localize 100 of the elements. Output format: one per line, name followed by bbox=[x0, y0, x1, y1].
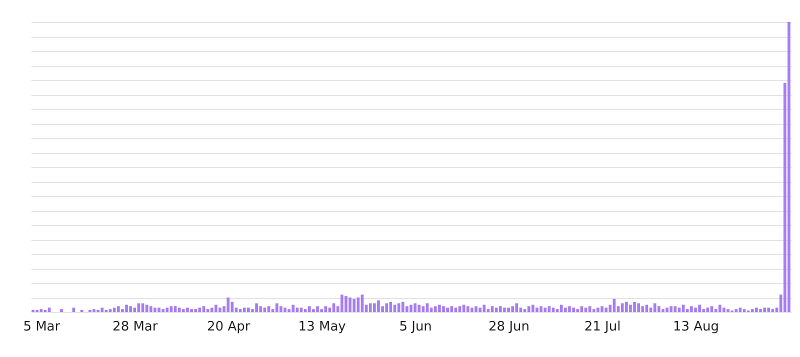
bar bbox=[206, 309, 210, 312]
bar bbox=[116, 306, 120, 312]
bar bbox=[158, 308, 160, 312]
bar bbox=[742, 309, 746, 312]
bar bbox=[670, 306, 673, 312]
bar bbox=[600, 306, 604, 312]
bar bbox=[544, 308, 547, 312]
bar bbox=[633, 302, 636, 312]
bar bbox=[162, 309, 165, 312]
bar bbox=[100, 308, 104, 312]
x-tick-label: 20 Apr bbox=[207, 320, 251, 334]
bar bbox=[226, 298, 230, 312]
bar bbox=[434, 306, 437, 312]
bar bbox=[763, 308, 766, 312]
bar bbox=[470, 308, 474, 312]
bar bbox=[40, 309, 43, 312]
bar bbox=[186, 308, 189, 312]
bar bbox=[340, 294, 344, 312]
bar bbox=[125, 304, 128, 312]
bar bbox=[356, 298, 360, 312]
bar bbox=[686, 309, 689, 312]
bar bbox=[190, 309, 193, 312]
bar bbox=[194, 309, 198, 312]
bar bbox=[738, 308, 742, 312]
bar bbox=[300, 308, 303, 312]
bar bbox=[430, 308, 433, 312]
bar bbox=[247, 308, 250, 312]
bar bbox=[584, 308, 588, 312]
x-tick-label: 21 Jul bbox=[584, 320, 621, 334]
bar bbox=[767, 308, 770, 312]
bar bbox=[210, 308, 214, 312]
bar bbox=[218, 308, 222, 312]
bar bbox=[401, 302, 404, 312]
bar bbox=[560, 304, 563, 312]
bar bbox=[280, 306, 282, 312]
bar bbox=[694, 308, 697, 312]
bar bbox=[454, 308, 458, 312]
bar bbox=[462, 304, 466, 312]
bar bbox=[604, 308, 608, 312]
bar bbox=[458, 306, 462, 312]
x-tick-label: 28 Mar bbox=[112, 320, 158, 334]
bar bbox=[108, 309, 112, 312]
bar bbox=[182, 309, 185, 312]
bar bbox=[536, 308, 538, 312]
bar bbox=[348, 298, 352, 312]
bar bbox=[145, 304, 148, 312]
bar bbox=[442, 306, 445, 312]
bar bbox=[552, 308, 555, 312]
x-tick-label: 13 May bbox=[298, 320, 346, 334]
bar bbox=[328, 308, 332, 312]
bar bbox=[788, 22, 790, 312]
x-tick-label: 5 Mar bbox=[23, 320, 61, 334]
x-tick-label: 5 Jun bbox=[399, 320, 432, 334]
bar bbox=[624, 302, 628, 312]
bar bbox=[385, 303, 388, 312]
x-tick-label: 13 Aug bbox=[672, 320, 720, 334]
bar bbox=[410, 304, 412, 312]
bar bbox=[734, 309, 738, 312]
bar bbox=[568, 306, 571, 312]
bar bbox=[674, 306, 677, 312]
bar bbox=[771, 309, 774, 312]
bar bbox=[494, 308, 498, 312]
bar bbox=[596, 308, 600, 312]
bar bbox=[718, 304, 722, 312]
bar bbox=[170, 306, 173, 312]
bar bbox=[259, 306, 262, 312]
bar bbox=[507, 308, 510, 312]
bar bbox=[482, 304, 486, 312]
bar bbox=[255, 303, 258, 312]
bar bbox=[540, 306, 542, 312]
bar bbox=[288, 309, 290, 312]
bar bbox=[678, 308, 681, 312]
bar bbox=[438, 304, 441, 312]
bar bbox=[706, 308, 710, 312]
bar bbox=[214, 304, 218, 312]
bar bbox=[121, 309, 124, 312]
bar bbox=[564, 308, 567, 312]
bar bbox=[377, 300, 380, 312]
bar bbox=[580, 306, 584, 312]
bar bbox=[422, 306, 425, 312]
bar bbox=[592, 309, 596, 312]
bar bbox=[202, 306, 206, 312]
bar bbox=[60, 309, 63, 312]
bar bbox=[198, 308, 202, 312]
bar bbox=[620, 303, 624, 312]
bar bbox=[320, 309, 324, 312]
bar bbox=[112, 308, 116, 312]
bar bbox=[637, 303, 640, 312]
bar bbox=[519, 308, 522, 312]
bar bbox=[523, 309, 526, 312]
bar bbox=[263, 308, 266, 312]
bar bbox=[373, 303, 376, 312]
bar bbox=[576, 309, 580, 312]
bar bbox=[284, 308, 286, 312]
bar bbox=[641, 306, 644, 312]
bar bbox=[515, 303, 518, 312]
bar bbox=[352, 298, 356, 312]
bar bbox=[478, 308, 482, 312]
bar bbox=[414, 303, 416, 312]
bar bbox=[653, 303, 656, 312]
